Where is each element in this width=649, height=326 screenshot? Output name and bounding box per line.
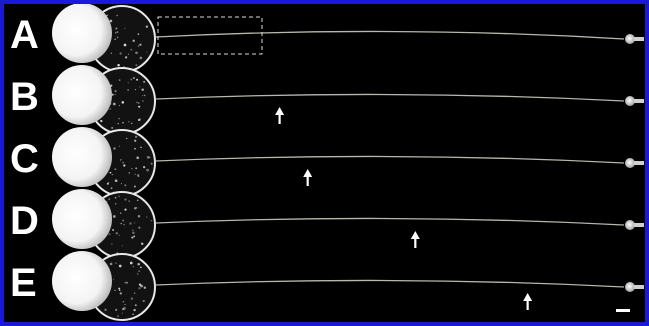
bright-cell xyxy=(52,251,112,311)
scale-bar xyxy=(616,309,630,312)
up-arrow-icon xyxy=(275,107,285,124)
bead xyxy=(625,96,635,106)
filament xyxy=(155,279,625,288)
filament xyxy=(155,93,625,102)
bead xyxy=(625,220,635,230)
up-arrow-icon xyxy=(303,169,313,186)
filament xyxy=(155,217,625,226)
pipette-tip xyxy=(634,37,644,41)
roi-box xyxy=(157,16,263,55)
panel-c: C xyxy=(10,127,644,197)
panel-label: B xyxy=(10,75,39,119)
pipette-tip xyxy=(634,285,644,289)
bright-cell xyxy=(52,189,112,249)
bright-cell xyxy=(52,65,112,125)
panel-b: B xyxy=(10,65,644,135)
pipette-tip xyxy=(634,223,644,227)
panel-d: D xyxy=(10,189,644,259)
up-arrow-icon xyxy=(523,293,533,310)
panel-e: E xyxy=(10,251,644,321)
panel-label: A xyxy=(10,13,39,57)
bead xyxy=(625,158,635,168)
bright-cell xyxy=(52,127,112,187)
pipette-tip xyxy=(634,99,644,103)
filament xyxy=(155,30,625,40)
filament xyxy=(155,155,625,164)
bead xyxy=(625,34,635,44)
panel-label: E xyxy=(10,261,37,305)
pipette-tip xyxy=(634,161,644,165)
panel-label: D xyxy=(10,199,39,243)
bead xyxy=(625,282,635,292)
panel-a: A xyxy=(10,4,644,73)
panel-label: C xyxy=(10,137,39,181)
bright-cell xyxy=(52,4,112,63)
up-arrow-icon xyxy=(410,231,420,248)
